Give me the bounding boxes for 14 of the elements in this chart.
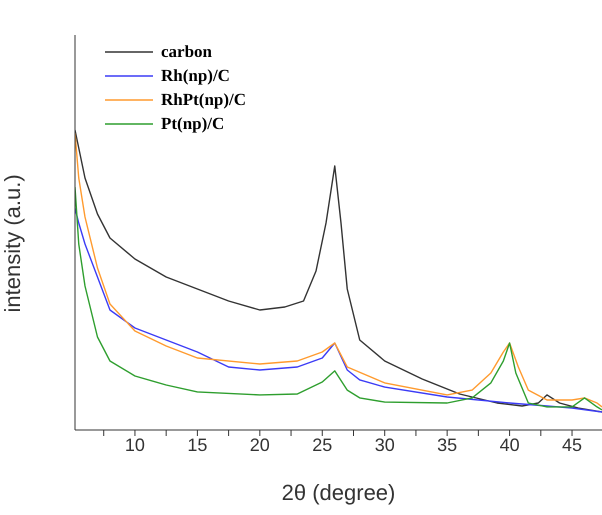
y-axis-title: intensity (a.u.) <box>0 174 25 312</box>
legend-label: carbon <box>161 42 212 62</box>
x-tick-label: 45 <box>562 434 582 455</box>
x-tick-label: 40 <box>500 434 520 455</box>
x-tick-label: 15 <box>187 434 208 455</box>
x-tick-label: 10 <box>124 434 145 455</box>
legend-label: Rh(np)/C <box>161 66 230 86</box>
legend-label: RhPt(np)/C <box>161 90 246 110</box>
x-tick-label: 30 <box>374 434 395 455</box>
x-tick-label: 35 <box>437 434 458 455</box>
x-axis-title: 2θ (degree) <box>282 480 396 505</box>
legend-label: Pt(np)/C <box>161 114 224 134</box>
x-tick-label: 20 <box>250 434 270 455</box>
x-tick-label: 25 <box>312 434 332 455</box>
